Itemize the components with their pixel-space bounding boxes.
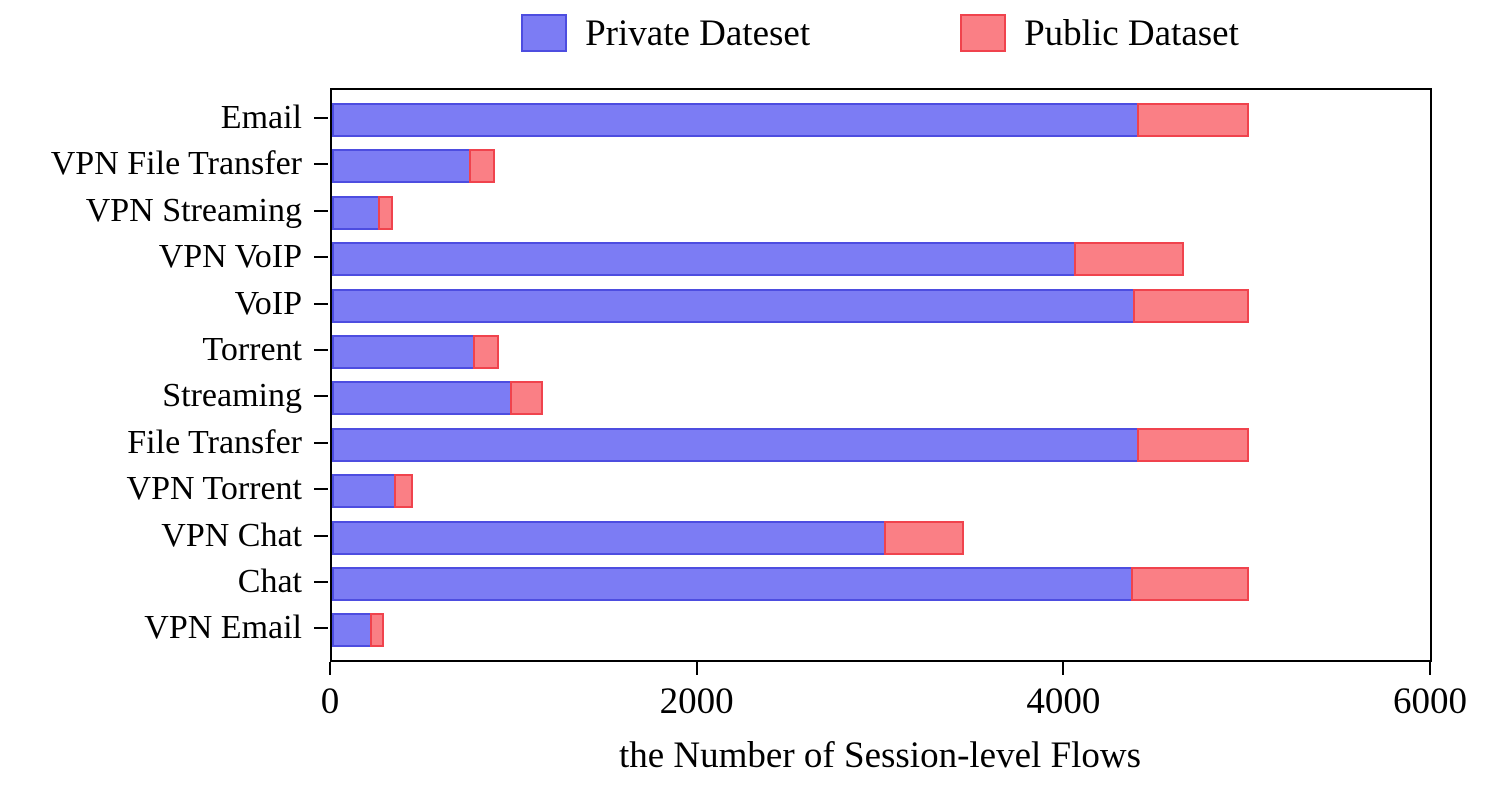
category-label: Torrent	[202, 331, 302, 368]
category-label: File Transfer	[127, 423, 302, 461]
category-label: VPN Email	[144, 609, 302, 647]
y-tick	[314, 209, 328, 212]
legend-item-private: Private Dateset	[521, 14, 810, 52]
category-label: VPN File Transfer	[50, 145, 302, 183]
bar-segment-public	[1131, 567, 1249, 601]
bar-segment-public	[1136, 427, 1249, 462]
bar-segment-private	[332, 288, 1135, 323]
bar-segment-private	[332, 195, 380, 230]
legend: Private Dateset Public Dataset	[330, 14, 1430, 52]
x-axis-title: the Number of Session-level Flows	[618, 735, 1142, 776]
bar-segment-private	[332, 381, 512, 416]
y-tick	[314, 349, 328, 351]
category-label: VPN Chat	[161, 516, 302, 554]
bar-segment-private	[332, 335, 475, 369]
y-tick	[314, 395, 328, 398]
legend-item-public: Public Dataset	[960, 14, 1239, 52]
bar-segment-public	[370, 613, 385, 648]
bar-segment-private	[332, 427, 1139, 462]
bar-segment-public	[1074, 242, 1185, 277]
bar-segment-private	[332, 103, 1139, 137]
category-label: Chat	[237, 563, 302, 600]
x-tick-label: 4000	[1026, 681, 1101, 722]
bar-segment-public	[509, 381, 543, 416]
x-tick-label: 2000	[659, 681, 734, 722]
x-tick	[1062, 662, 1065, 675]
y-tick	[314, 256, 328, 259]
bar-segment-private	[332, 242, 1077, 277]
y-tick	[314, 441, 328, 444]
bar-segment-private	[332, 520, 886, 555]
x-tick	[1429, 662, 1431, 675]
y-tick	[314, 581, 328, 583]
x-tick	[329, 662, 331, 675]
bar-segment-public	[377, 195, 394, 230]
x-tick-label: 6000	[1393, 681, 1467, 722]
x-tick	[695, 662, 698, 675]
bar-segment-public	[1136, 103, 1249, 137]
bar-segment-private	[332, 149, 472, 184]
bar-segment-public	[469, 149, 496, 184]
legend-label-private: Private Dateset	[585, 12, 811, 54]
category-label: Streaming	[162, 377, 302, 415]
bar-segment-private	[332, 567, 1134, 601]
bar-segment-public	[1133, 288, 1249, 323]
category-label: Email	[220, 99, 302, 136]
category-label: VoIP	[234, 284, 302, 322]
category-label: VPN VoIP	[158, 238, 302, 276]
bar-segment-public	[394, 474, 413, 509]
bar-segment-private	[332, 474, 397, 509]
y-tick	[314, 534, 328, 537]
x-tick-label: 0	[320, 681, 340, 722]
category-label: VPN Streaming	[85, 191, 302, 229]
y-tick	[314, 302, 328, 305]
bar-segment-public	[473, 335, 499, 369]
plot-area	[330, 88, 1432, 662]
category-label: VPN Torrent	[126, 470, 302, 508]
y-tick	[314, 117, 328, 119]
y-tick	[314, 627, 328, 630]
y-tick	[314, 488, 328, 491]
legend-swatch-public	[960, 14, 1007, 52]
legend-swatch-private	[521, 14, 568, 52]
legend-label-public: Public Dataset	[1024, 12, 1239, 54]
bar-segment-private	[332, 613, 373, 648]
bar-segment-public	[883, 520, 965, 555]
y-tick	[314, 163, 328, 166]
